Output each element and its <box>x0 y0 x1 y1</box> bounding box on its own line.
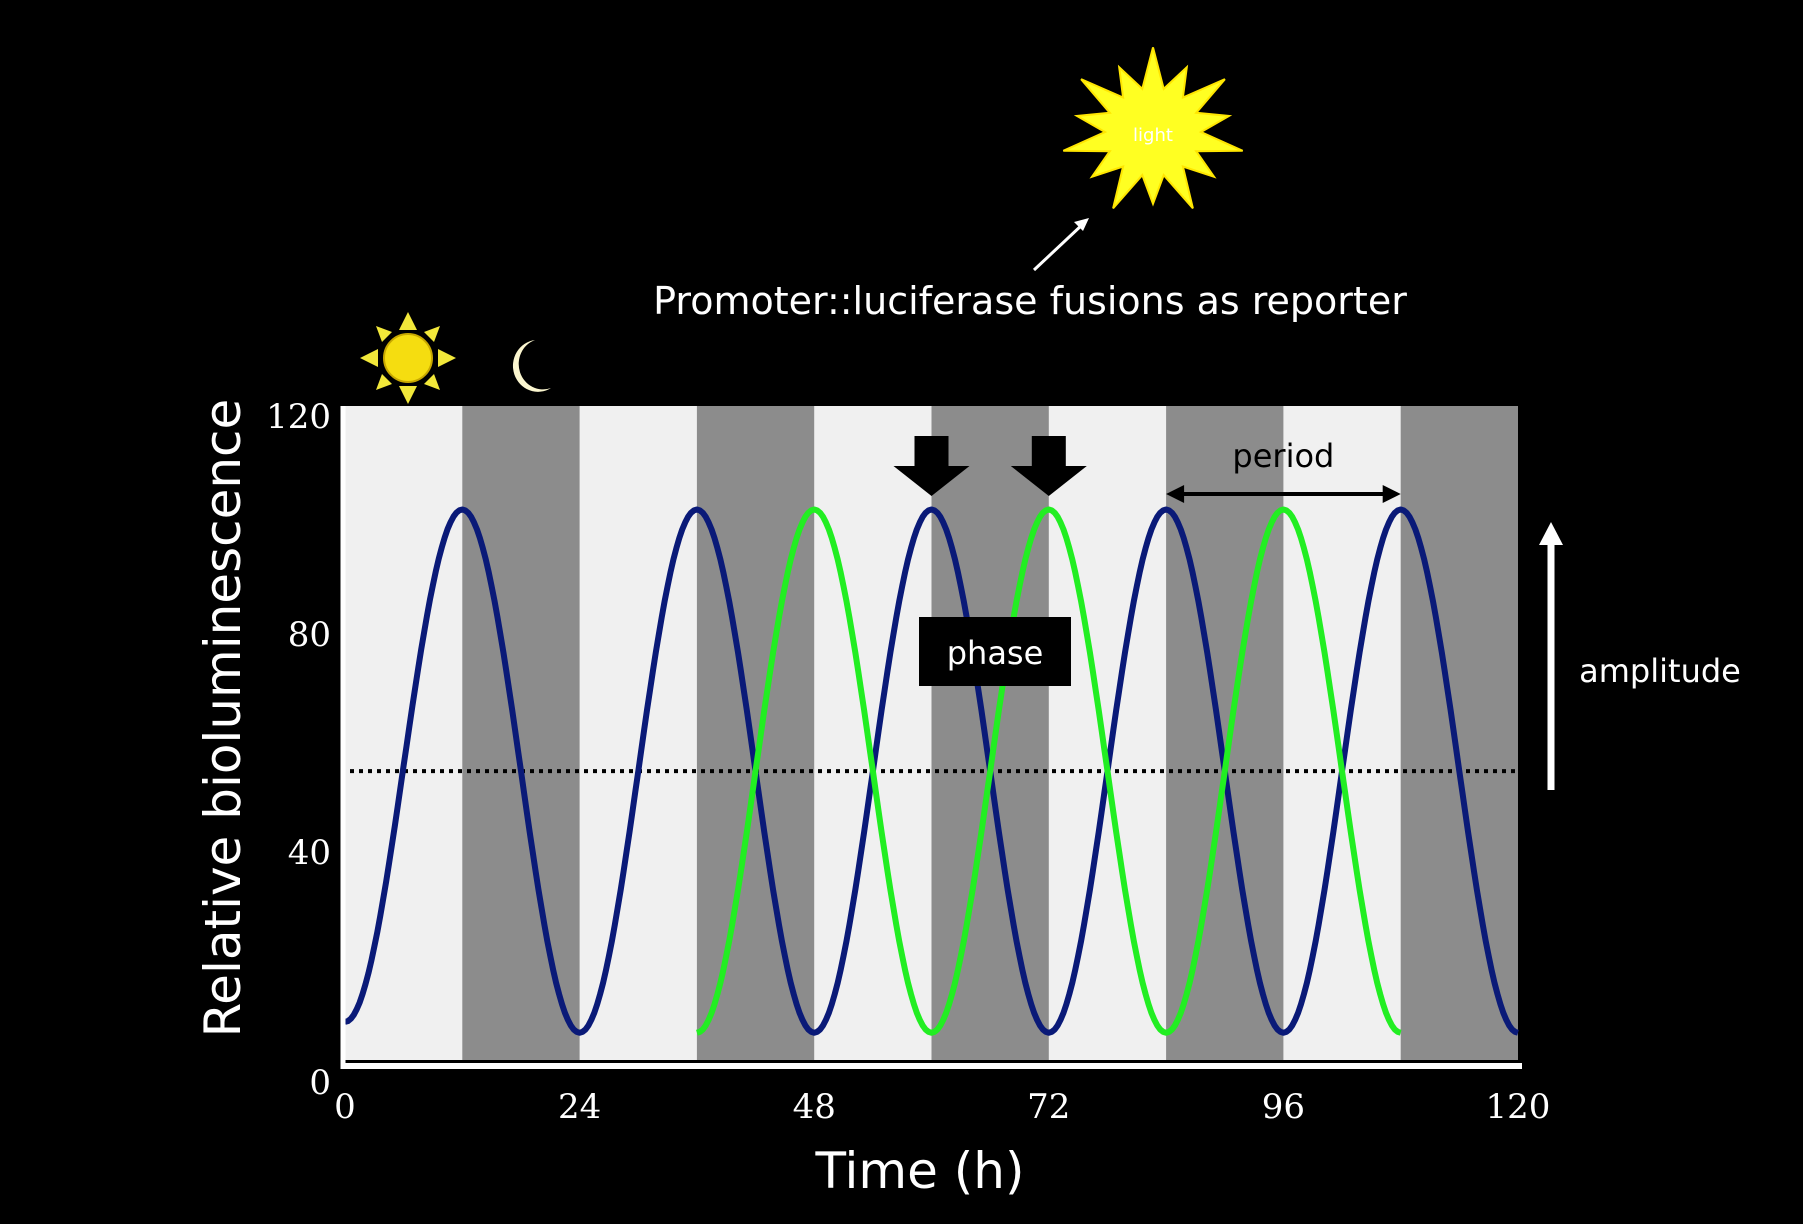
y-axis-title: Relative bioluminescence <box>194 399 252 1038</box>
amplitude-label: amplitude <box>1579 652 1741 690</box>
series-1-line <box>344 506 1519 1036</box>
period-arrow-head-left <box>1166 485 1185 503</box>
light-dark-bands <box>345 406 1518 1060</box>
x-tick-label: 24 <box>558 1087 601 1127</box>
y-tick-label: 120 <box>266 397 331 437</box>
series-2-line <box>696 506 1402 1036</box>
amplitude-arrow-head <box>1539 522 1563 545</box>
dark-band-4 <box>1400 406 1518 1060</box>
phase-box <box>919 617 1071 686</box>
dark-band-2 <box>931 406 1049 1060</box>
dark-band-0 <box>462 406 580 1060</box>
caption-arrow <box>1032 218 1089 272</box>
phase-label: phase <box>947 634 1044 672</box>
y-tick-label: 40 <box>288 833 331 873</box>
y-tick-labels: 0 40 80 120 <box>266 397 331 1103</box>
x-tick-label: 96 <box>1262 1087 1305 1127</box>
dark-band-1 <box>696 406 815 1060</box>
x-tick-label: 48 <box>793 1087 836 1127</box>
phase-arrows <box>893 436 1087 496</box>
period-annotation: period <box>1166 437 1401 503</box>
moon-icon <box>512 340 551 392</box>
y-tick-label: 80 <box>288 615 331 655</box>
x-tick-label: 72 <box>1027 1087 1070 1127</box>
phase-arrow-1 <box>893 436 970 496</box>
dark-band-3 <box>1166 406 1284 1060</box>
y-tick-label: 0 <box>309 1063 331 1103</box>
x-tick-labels: 0 24 48 72 96 120 <box>334 1087 1550 1127</box>
x-tick-label: 0 <box>334 1087 356 1127</box>
phase-annotation: phase <box>919 617 1071 686</box>
top-caption: Promoter::luciferase fusions as reporter <box>653 279 1407 323</box>
series-layer <box>344 506 1519 1036</box>
period-label: period <box>1232 437 1334 475</box>
sun-icon <box>360 312 456 404</box>
phase-arrow-2 <box>1010 436 1087 496</box>
period-arrow <box>1166 485 1401 503</box>
x-axis-title: Time (h) <box>815 1142 1025 1200</box>
axes <box>340 406 1522 1069</box>
amplitude-annotation: amplitude <box>1539 522 1741 790</box>
light-burst-label: light <box>1133 125 1173 146</box>
x-tick-label: 120 <box>1486 1087 1551 1127</box>
period-arrow-head-right <box>1382 485 1401 503</box>
light-burst-icon: light <box>1062 47 1244 209</box>
